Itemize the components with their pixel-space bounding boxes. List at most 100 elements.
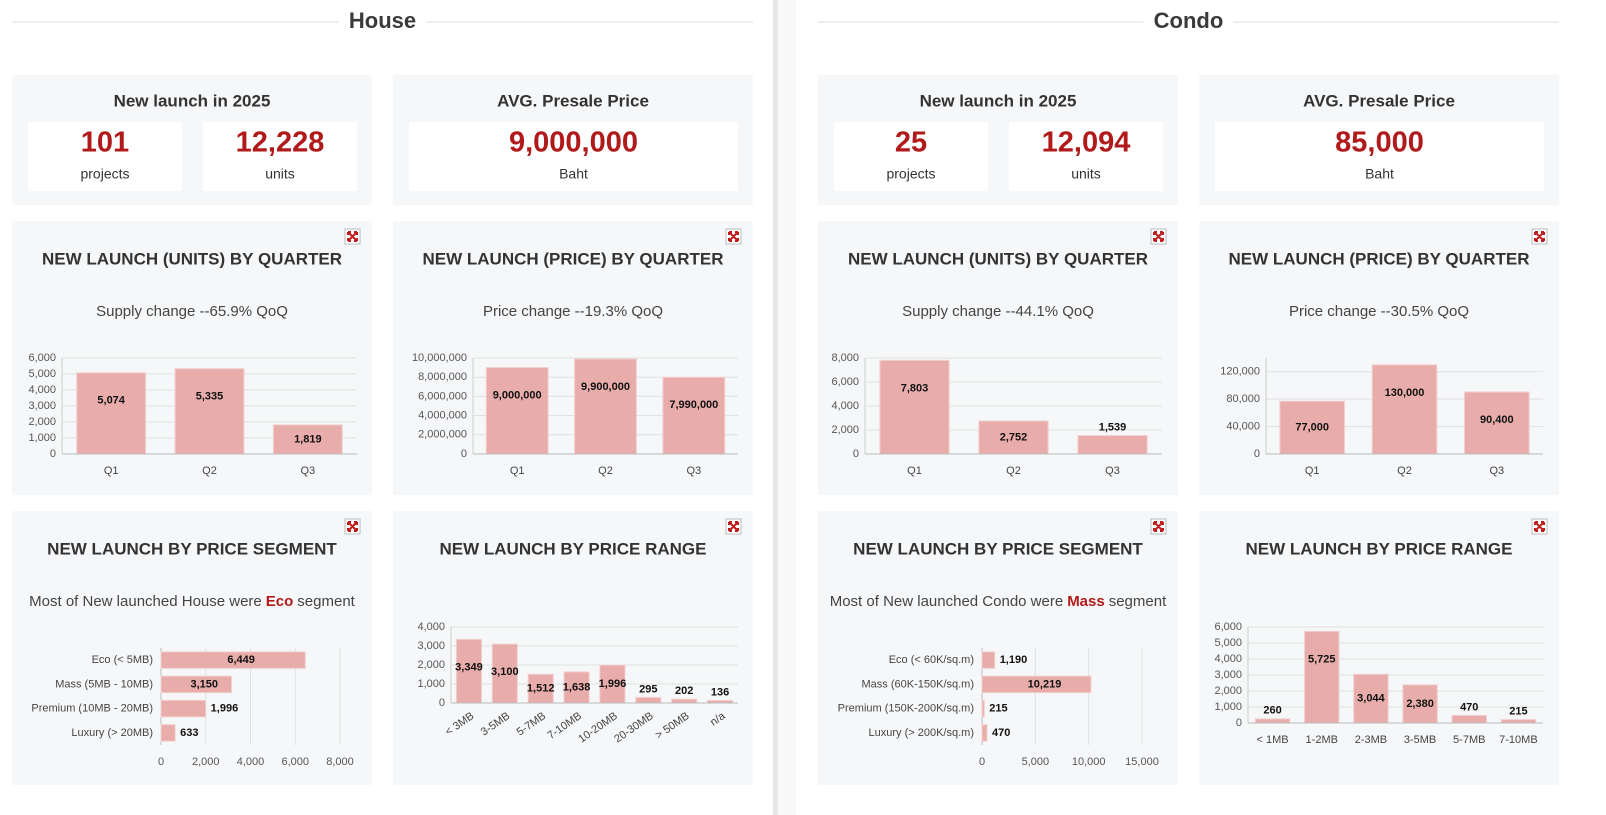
y-tick-label: 0 — [1236, 717, 1242, 729]
expand-button[interactable] — [1150, 518, 1167, 535]
bar — [981, 651, 996, 669]
bar — [1402, 684, 1438, 724]
value-label: 1,996 — [211, 703, 239, 715]
chart-title: NEW LAUNCH BY PRICE RANGE — [440, 539, 707, 558]
chart-title: NEW LAUNCH (PRICE) BY QUARTER — [1229, 249, 1530, 268]
y-tick-label: 2,000 — [28, 416, 56, 428]
value-label: 202 — [675, 685, 693, 697]
y-tick-label: 2,000 — [1214, 685, 1242, 697]
bar — [981, 724, 988, 742]
y-tick-label: 1,000 — [28, 432, 56, 444]
bar — [491, 643, 518, 704]
kpi-title: New launch in 2025 — [920, 91, 1077, 110]
bar — [1353, 673, 1389, 724]
bar — [981, 675, 1092, 694]
value-label: 1,512 — [527, 683, 555, 695]
value-label: 260 — [1263, 705, 1281, 717]
x-tick-label: 2,000 — [192, 756, 220, 768]
expand-button[interactable] — [344, 518, 361, 535]
expand-button[interactable] — [1150, 228, 1167, 245]
bar — [527, 673, 554, 704]
value-label: 2,380 — [1406, 698, 1434, 710]
expand-button[interactable] — [725, 518, 742, 535]
x-tick-label: 0 — [158, 756, 164, 768]
x-tick-label: 6,000 — [281, 756, 309, 768]
expand-button[interactable] — [344, 228, 361, 245]
y-tick-label: 1,000 — [1214, 701, 1242, 713]
expand-button[interactable] — [1531, 518, 1548, 535]
value-label: 130,000 — [1385, 387, 1425, 399]
bar — [160, 675, 232, 694]
value-label: 1,638 — [563, 681, 591, 693]
x-tick-label: Q2 — [598, 465, 613, 477]
value-label: 1,539 — [1099, 421, 1127, 433]
bar — [160, 651, 306, 669]
expand-button[interactable] — [725, 228, 742, 245]
chart-title: NEW LAUNCH BY PRICE SEGMENT — [853, 539, 1143, 558]
expand-icon — [1534, 521, 1545, 532]
expand-icon — [1534, 231, 1545, 242]
y-tick-label: 0 — [1254, 448, 1260, 460]
value-label: 5,725 — [1308, 653, 1336, 665]
value-label: 90,400 — [1480, 414, 1514, 426]
bar — [1500, 719, 1537, 724]
x-tick-label: 5-7MB — [1453, 734, 1485, 746]
bar — [1371, 364, 1438, 455]
value-label: 1,819 — [294, 433, 322, 445]
y-tick-label: Luxury (> 200K/sq.m) — [869, 727, 974, 739]
subtitle-highlight: Eco — [266, 593, 294, 610]
x-tick-label: 10,000 — [1072, 756, 1106, 768]
x-tick-label: < 1MB — [1257, 734, 1289, 746]
section-divider — [773, 0, 778, 815]
bar — [662, 376, 726, 455]
kpi-label: Baht — [1365, 166, 1394, 182]
bar — [563, 671, 590, 704]
kpi-box — [1215, 122, 1544, 191]
y-tick-label: 2,000 — [417, 659, 445, 671]
x-tick-label: Q2 — [1397, 465, 1412, 477]
value-label: 215 — [1509, 705, 1527, 717]
y-tick-label: 8,000,000 — [418, 371, 467, 383]
y-tick-label: Premium (150K-200K/sq.m) — [838, 703, 974, 715]
bar — [1304, 630, 1340, 724]
chart-subtitle: Price change --30.5% QoQ — [1289, 303, 1469, 320]
value-label: 7,803 — [901, 382, 929, 394]
y-tick-label: 6,000 — [28, 352, 56, 364]
x-tick-label: Q1 — [907, 465, 922, 477]
x-tick-label: Q2 — [202, 465, 217, 477]
value-label: 5,335 — [196, 391, 224, 403]
value-label: 3,349 — [455, 661, 483, 673]
subtitle-end: segment — [297, 593, 355, 610]
kpi-title: New launch in 2025 — [114, 91, 271, 110]
kpi-label: projects — [80, 166, 129, 182]
x-tick-label: 7-10MB — [1499, 734, 1538, 746]
subtitle-text: Most of New launched House were — [29, 593, 262, 610]
x-tick-label: Q1 — [510, 465, 525, 477]
kpi-title: AVG. Presale Price — [1303, 91, 1455, 110]
y-tick-label: 2,000 — [831, 424, 859, 436]
y-tick-label: 3,000 — [417, 640, 445, 652]
chart-card — [393, 511, 753, 785]
chart-title: NEW LAUNCH BY PRICE SEGMENT — [47, 539, 337, 558]
value-label: 3,044 — [1357, 693, 1385, 705]
value-label: 295 — [639, 683, 657, 695]
kpi-value: 9,000,000 — [509, 127, 638, 159]
bar — [455, 638, 482, 704]
bar — [981, 699, 985, 718]
chart-title: NEW LAUNCH (UNITS) BY QUARTER — [848, 249, 1148, 268]
x-tick-label: 4,000 — [237, 756, 265, 768]
section-title: Condo — [1154, 8, 1224, 33]
chart-subtitle: Supply change --44.1% QoQ — [902, 303, 1094, 320]
value-label: 2,752 — [1000, 431, 1028, 443]
y-tick-label: 80,000 — [1226, 393, 1260, 405]
kpi-box — [409, 122, 738, 191]
y-tick-label: Premium (10MB - 20MB) — [31, 703, 153, 715]
bar — [635, 696, 662, 704]
expand-button[interactable] — [1531, 228, 1548, 245]
bar — [1279, 400, 1345, 455]
x-tick-label: Q1 — [104, 465, 119, 477]
value-label: 77,000 — [1295, 422, 1329, 434]
y-tick-label: Mass (60K-150K/sq.m) — [862, 678, 974, 690]
bar — [599, 664, 626, 704]
